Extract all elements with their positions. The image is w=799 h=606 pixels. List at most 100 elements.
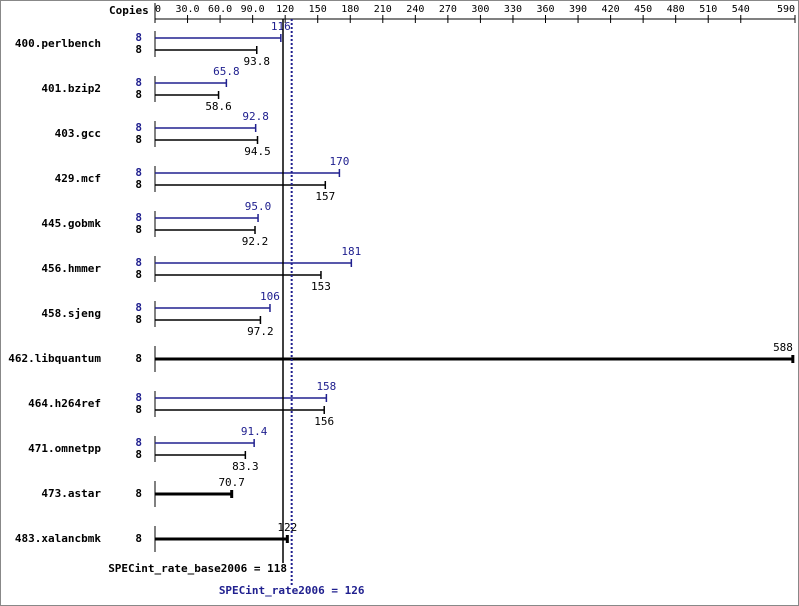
x-tick-label: 300 <box>471 4 489 15</box>
copies-label: 8 <box>135 43 142 56</box>
category-label: 483.xalancbmk <box>15 532 101 545</box>
category-label: 464.h264ref <box>28 397 101 410</box>
copies-label: 8 <box>135 223 142 236</box>
copies-label: 8 <box>135 76 142 89</box>
value-label: 106 <box>260 290 280 303</box>
value-label: 95.0 <box>245 200 272 213</box>
bar <box>155 136 259 144</box>
value-label: 588 <box>773 341 793 354</box>
value-label: 65.8 <box>213 65 240 78</box>
value-label: 93.8 <box>243 55 270 68</box>
x-tick-label: 90.0 <box>241 4 265 15</box>
copies-label: 8 <box>135 121 142 134</box>
x-tick-label: 60.0 <box>208 4 232 15</box>
bar <box>155 214 259 222</box>
copies-label: 8 <box>135 31 142 44</box>
bar <box>155 304 271 312</box>
x-tick-label: 590 <box>777 4 795 15</box>
value-label: 158 <box>316 380 336 393</box>
x-tick-label: 240 <box>406 4 424 15</box>
x-tick-label: 120 <box>276 4 294 15</box>
value-label: 94.5 <box>244 145 271 158</box>
x-tick-label: 150 <box>309 4 327 15</box>
reference-label: SPECint_rate_base2006 = 118 <box>108 562 287 575</box>
x-tick-label: 480 <box>667 4 685 15</box>
bar <box>155 271 322 279</box>
copies-label: 8 <box>135 88 142 101</box>
copies-label: 8 <box>135 403 142 416</box>
x-tick-label: 30.0 <box>175 4 199 15</box>
bar <box>155 316 262 324</box>
bar <box>155 79 228 87</box>
x-tick-label: 390 <box>569 4 587 15</box>
x-tick-label: 450 <box>634 4 652 15</box>
value-label: 97.2 <box>247 325 274 338</box>
copies-label: 8 <box>135 532 142 545</box>
bar <box>155 34 282 42</box>
x-tick-label: 180 <box>341 4 359 15</box>
category-label: 429.mcf <box>55 172 101 185</box>
value-label: 91.4 <box>241 425 268 438</box>
copies-label: 8 <box>135 487 142 500</box>
bar <box>155 355 795 363</box>
copies-label: 8 <box>135 301 142 314</box>
bar <box>155 394 328 402</box>
copies-label: 8 <box>135 166 142 179</box>
x-tick-label: 420 <box>602 4 620 15</box>
category-label: 401.bzip2 <box>41 82 101 95</box>
bar <box>155 439 255 447</box>
x-tick-label: 0 <box>155 4 161 15</box>
copies-label: 8 <box>135 313 142 326</box>
value-label: 156 <box>314 415 334 428</box>
category-label: 456.hmmer <box>41 262 101 275</box>
copies-label: 8 <box>135 352 142 365</box>
bar <box>155 535 289 543</box>
x-tick-label: 210 <box>374 4 392 15</box>
value-label: 83.3 <box>232 460 259 473</box>
category-label: 462.libquantum <box>8 352 101 365</box>
copies-label: 8 <box>135 436 142 449</box>
value-label: 153 <box>311 280 331 293</box>
copies-label: 8 <box>135 256 142 269</box>
category-label: 445.gobmk <box>41 217 101 230</box>
axis-label: Copies <box>109 4 149 17</box>
bar <box>155 259 353 267</box>
bar <box>155 181 327 189</box>
category-label: 458.sjeng <box>41 307 101 320</box>
reference-label: SPECint_rate2006 = 126 <box>219 584 365 597</box>
x-tick-label: 360 <box>536 4 554 15</box>
bar <box>155 490 234 498</box>
copies-label: 8 <box>135 268 142 281</box>
category-label: 403.gcc <box>55 127 101 140</box>
x-tick-label: 540 <box>732 4 750 15</box>
copies-label: 8 <box>135 391 142 404</box>
bar <box>155 91 220 99</box>
bar <box>155 406 325 414</box>
value-label: 122 <box>277 521 297 534</box>
value-label: 170 <box>329 155 349 168</box>
value-label: 92.2 <box>242 235 269 248</box>
bar <box>155 226 256 234</box>
value-label: 181 <box>341 245 361 258</box>
bar <box>155 451 247 459</box>
value-label: 58.6 <box>205 100 232 113</box>
bar <box>155 169 341 177</box>
x-tick-label: 270 <box>439 4 457 15</box>
x-tick-label: 330 <box>504 4 522 15</box>
bar <box>155 124 257 132</box>
value-label: 157 <box>315 190 335 203</box>
category-label: 473.astar <box>41 487 101 500</box>
value-label: 92.8 <box>242 110 269 123</box>
copies-label: 8 <box>135 133 142 146</box>
value-label: 70.7 <box>218 476 245 489</box>
copies-label: 8 <box>135 178 142 191</box>
copies-label: 8 <box>135 448 142 461</box>
category-label: 471.omnetpp <box>28 442 101 455</box>
value-label: 116 <box>271 20 291 33</box>
category-label: 400.perlbench <box>15 37 101 50</box>
x-tick-label: 510 <box>699 4 717 15</box>
copies-label: 8 <box>135 211 142 224</box>
